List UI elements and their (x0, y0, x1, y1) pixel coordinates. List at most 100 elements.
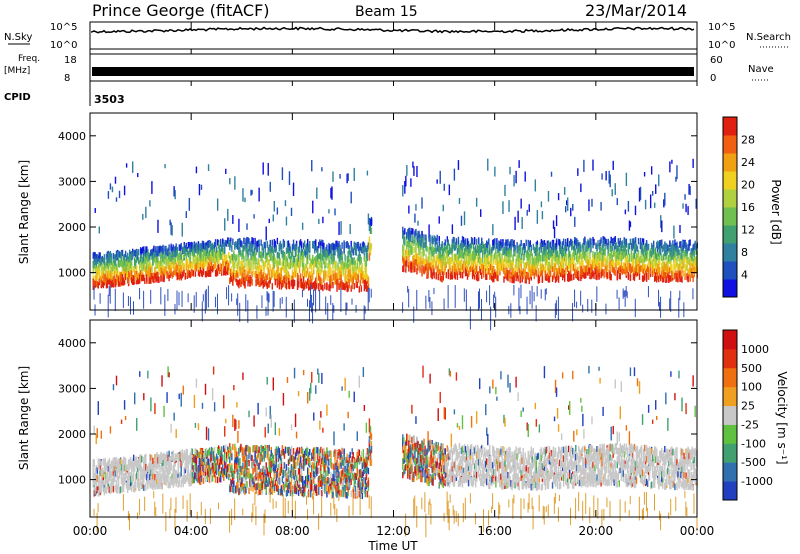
echo-cell (529, 290, 531, 305)
echo-cell (294, 270, 297, 278)
echo-cell (678, 250, 680, 257)
echo-cell (476, 244, 479, 252)
echo-cell (113, 262, 116, 270)
echo-cell (300, 241, 303, 248)
echo-cell (617, 245, 619, 252)
echo-cell (687, 206, 689, 215)
echo-cell (129, 296, 131, 315)
echo-cell (308, 284, 310, 291)
echo-cell (574, 243, 576, 251)
echo-cell (244, 242, 246, 250)
echo-cell (288, 252, 291, 260)
echo-cell (669, 298, 671, 310)
echo-cell (196, 244, 199, 252)
echo-cell (402, 249, 404, 256)
echo-cell (663, 199, 665, 208)
echo-cell (288, 248, 291, 256)
echo-cell (286, 257, 289, 265)
echo-cell (453, 237, 456, 244)
colorbar-swatch (723, 189, 737, 208)
echo-cell (287, 282, 290, 289)
echo-cell (193, 250, 196, 257)
echo-cell (528, 260, 530, 267)
echo-cell (564, 256, 567, 264)
echo-cell (650, 250, 653, 258)
echo-cell (289, 256, 292, 263)
echo-cell (173, 186, 175, 197)
echo-cell (551, 249, 554, 257)
echo-cell (692, 249, 694, 256)
echo-cell (99, 293, 101, 304)
echo-cell (674, 251, 676, 258)
echo-cell (487, 258, 489, 265)
echo-cell (172, 270, 174, 278)
echo-cell (559, 266, 562, 273)
echo-cell (548, 253, 551, 261)
echo-cell (302, 280, 305, 287)
echo-cell (506, 250, 508, 257)
echo-cell (588, 261, 590, 268)
echo-cell (348, 282, 350, 289)
echo-cell (105, 260, 108, 268)
echo-cell (550, 249, 553, 256)
echo-cell (325, 259, 327, 266)
echo-cell (187, 271, 190, 278)
echo-cell (695, 260, 697, 267)
echo-cell (182, 262, 184, 270)
echo-cell (149, 253, 151, 260)
echo-cell (190, 263, 193, 270)
echo-cell (345, 280, 347, 287)
echo-cell (469, 306, 471, 330)
echo-cell (262, 249, 264, 256)
echo-cell (513, 245, 515, 252)
echo-cell (239, 270, 241, 277)
echo-cell (176, 249, 178, 257)
echo-cell (695, 265, 697, 273)
echo-cell (142, 274, 144, 281)
echo-cell (121, 260, 124, 268)
echo-cell (213, 241, 216, 249)
echo-cell (520, 268, 522, 275)
echo-cell (185, 253, 188, 260)
echo-cell (623, 250, 626, 258)
echo-cell (562, 261, 565, 268)
echo-cell (438, 246, 440, 253)
echo-cell (691, 263, 693, 270)
echo-cell (118, 261, 121, 268)
echo-cell (358, 246, 360, 253)
echo-cell (285, 256, 288, 263)
echo-cell (438, 216, 440, 224)
echo-cell (339, 251, 341, 258)
echo-cell (692, 275, 694, 283)
echo-cell (367, 276, 370, 283)
echo-cell (213, 256, 216, 263)
echo-cell (489, 285, 491, 306)
echo-cell (581, 259, 583, 266)
echo-cell (269, 239, 271, 247)
echo-cell (493, 258, 495, 265)
echo-cell (423, 241, 425, 249)
echo-cell (288, 274, 291, 282)
echo-cell (684, 264, 686, 271)
echo-cell (316, 276, 318, 284)
echo-cell (187, 241, 190, 249)
echo-cell (620, 244, 623, 252)
echo-cell (354, 260, 356, 267)
echo-cell (117, 250, 120, 257)
echo-cell (217, 257, 220, 265)
echo-cell (663, 275, 665, 283)
echo-cell (246, 247, 248, 254)
echo-cell (464, 238, 467, 245)
echo-cell (200, 270, 203, 277)
echo-cell (159, 264, 161, 271)
echo-cell (541, 275, 544, 283)
echo-cell (344, 260, 346, 268)
echo-cell (114, 288, 116, 312)
echo-cell (363, 242, 366, 249)
echo-cell (201, 301, 203, 322)
echo-cell (509, 256, 511, 263)
echo-cell (416, 238, 418, 246)
echo-cell (333, 248, 335, 255)
echo-cell (640, 253, 643, 260)
echo-cell (477, 291, 479, 311)
